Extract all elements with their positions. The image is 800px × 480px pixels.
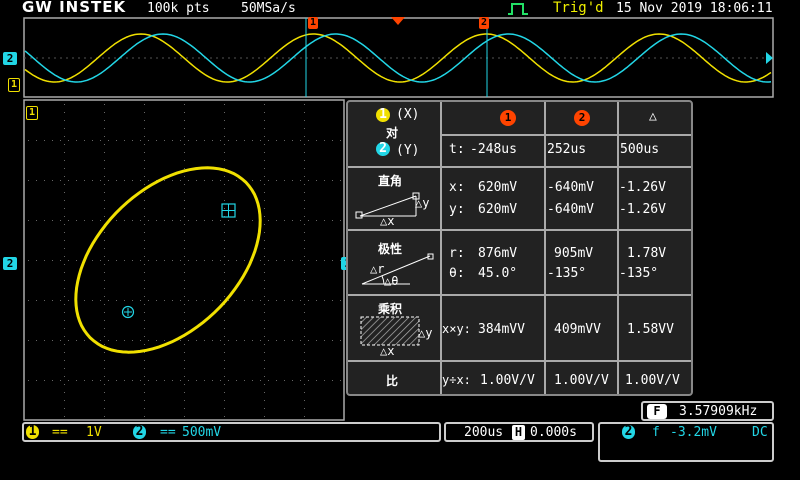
product-dx: △x	[380, 344, 395, 358]
graticule-dots	[28, 104, 341, 417]
product-label: x×y:	[442, 322, 471, 336]
datetime: 15 Nov 2019 18:06:11	[616, 1, 773, 16]
rect-x-c2: -640mV	[547, 180, 594, 195]
xy-measure-panel: 1 (X) 对 2 (Y) 1 2 △ t: -248us 252us 500u…	[346, 100, 693, 396]
ch1-overview-trace	[24, 33, 772, 83]
cursor-1-marker[interactable]: 1	[308, 17, 318, 29]
ratio-title: 比	[386, 374, 399, 388]
product-diagram	[360, 316, 420, 346]
polar-r-delta: 1.78V	[627, 246, 667, 261]
product-delta: 1.58VV	[627, 322, 674, 337]
polar-theta-c1: 45.0°	[478, 266, 518, 281]
frequency-value: 3.57909kHz	[679, 404, 758, 419]
product-c1: 384mVV	[478, 322, 525, 337]
waveform-overview[interactable]	[0, 16, 800, 100]
record-length: 100k pts	[147, 1, 210, 16]
timebase-bar[interactable]: 200us H 0.000s	[444, 422, 594, 442]
time-label: t:	[449, 142, 465, 157]
frequency-readout[interactable]: F 3.57909kHz	[641, 401, 774, 421]
status-bar: GW INSTEK 100k pts 50MSa/s Trig'd 15 Nov…	[0, 0, 800, 18]
rect-y-c2: -640mV	[547, 202, 594, 217]
col-cursor-2: 2	[574, 110, 590, 126]
trigger-slope-icon: f	[652, 425, 660, 440]
ch2-scale[interactable]: 500mV	[182, 425, 222, 440]
xy-graticule[interactable]	[0, 98, 346, 422]
polar-theta-delta: -135°	[619, 266, 659, 281]
rect-dy: △y	[415, 196, 430, 210]
time-c2: 252us	[547, 142, 587, 157]
ch2-overview-arrow	[766, 52, 773, 64]
ch2-badge[interactable]: 2	[133, 425, 146, 439]
polar-r-c1: 876mV	[478, 246, 518, 261]
header-x-label: (X)	[396, 107, 420, 122]
ch1-overview-marker[interactable]: 1	[8, 78, 20, 92]
rect-y-label: y:	[449, 202, 465, 217]
ratio-c1: 1.00V/V	[480, 373, 535, 388]
cursor-2-xy-marker	[221, 203, 236, 218]
rect-title: 直角	[378, 174, 403, 188]
xy-lissajous-trace	[74, 166, 262, 354]
ch1-coupling-icon: ==	[52, 425, 68, 440]
product-title: 乘积	[378, 302, 403, 316]
ratio-c2: 1.00V/V	[554, 373, 609, 388]
cursor-1-xy-marker	[121, 305, 135, 319]
horizontal-position[interactable]: 0.000s	[530, 425, 577, 440]
rect-x-delta: -1.26V	[619, 180, 666, 195]
rect-diagram	[355, 192, 420, 219]
product-c2: 409mVV	[554, 322, 601, 337]
polar-title: 极性	[378, 242, 403, 256]
trigger-position-marker	[391, 17, 405, 25]
ch2-overview-marker[interactable]: 2	[3, 52, 17, 65]
ratio-delta: 1.00V/V	[625, 373, 680, 388]
polar-dtheta: △θ	[384, 274, 399, 288]
trigger-settings-bar[interactable]: 2 f -3.2mV DC	[598, 422, 774, 462]
rect-y-delta: -1.26V	[619, 202, 666, 217]
polar-r-label: r:	[449, 246, 465, 261]
polar-dr: △r	[370, 262, 385, 276]
ch1-xy-marker[interactable]: 1	[26, 106, 38, 120]
trigger-level[interactable]: -3.2mV	[670, 425, 717, 440]
trigger-coupling[interactable]: DC	[752, 425, 768, 440]
ch2-xy-marker-left[interactable]: 2	[3, 257, 17, 270]
header-ch2-badge: 2	[376, 142, 390, 156]
trigger-status: Trig'd	[553, 0, 604, 16]
polar-theta-label: θ:	[449, 266, 465, 281]
ch2-coupling-icon: ==	[160, 425, 176, 440]
sample-rate: 50MSa/s	[241, 1, 296, 16]
rect-x-label: x:	[449, 180, 465, 195]
cursor-2-marker[interactable]: 2	[479, 17, 489, 29]
brand-logo: GW INSTEK	[22, 0, 127, 16]
channel-settings-bar[interactable]: 1 == 1V 2 == 500mV	[22, 422, 441, 442]
rect-dx: △x	[380, 214, 395, 228]
time-c1: -248us	[470, 142, 517, 157]
polar-r-c2: 905mV	[554, 246, 594, 261]
header-vs-label: 对	[386, 126, 399, 140]
timebase-value[interactable]: 200us	[464, 425, 504, 440]
header-y-label: (Y)	[396, 143, 420, 158]
rect-x-c1: 620mV	[478, 180, 518, 195]
polar-diagram	[361, 253, 434, 285]
horizontal-position-badge: H	[512, 425, 525, 440]
ch1-scale[interactable]: 1V	[86, 425, 102, 440]
ch1-badge[interactable]: 1	[26, 425, 39, 439]
header-ch1-badge: 1	[376, 108, 390, 122]
col-delta: △	[649, 109, 657, 124]
time-delta: 500us	[620, 142, 660, 157]
ch2-overview-trace	[24, 33, 772, 83]
trigger-pulse-icon	[508, 3, 528, 15]
col-cursor-1: 1	[500, 110, 516, 126]
product-dy: △y	[418, 326, 433, 340]
rect-y-c1: 620mV	[478, 202, 518, 217]
frequency-badge: F	[647, 404, 667, 419]
ratio-label: y÷x:	[442, 373, 471, 387]
polar-theta-c2: -135°	[547, 266, 587, 281]
trigger-source-badge[interactable]: 2	[622, 425, 635, 439]
